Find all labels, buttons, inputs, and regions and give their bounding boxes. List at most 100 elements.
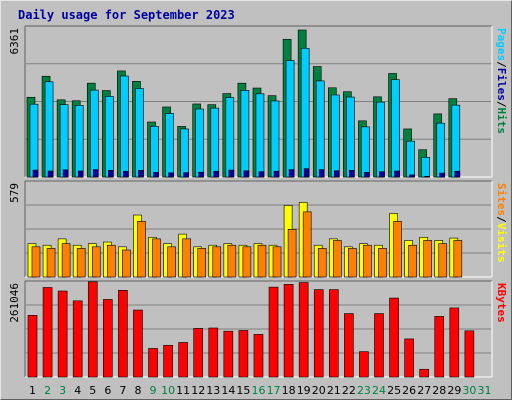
bar-files [105, 96, 114, 178]
bar-kbytes [464, 330, 475, 378]
x-tick-label: 19 [297, 384, 311, 397]
panel-middle: 579 Sites/Visits [8, 180, 508, 278]
bar-files [421, 157, 430, 178]
bar-sites [212, 246, 222, 278]
bar-files [120, 75, 129, 178]
bar-pages [77, 170, 84, 178]
x-tick-label: 22 [342, 384, 356, 397]
side-legend-separator: / [495, 216, 508, 223]
bar-files [29, 103, 39, 178]
bar-kbytes [344, 313, 354, 378]
bar-kbytes [148, 348, 158, 378]
x-tick-label: 17 [267, 384, 281, 397]
bar-sites [227, 244, 237, 278]
bar-sites [61, 243, 71, 278]
bar-sites [46, 248, 56, 278]
bar-kbytes [87, 281, 98, 378]
x-tick-label: 16 [252, 384, 266, 397]
bar-pages [318, 169, 325, 178]
x-tick-label: 6 [104, 384, 111, 397]
bar-kbytes [404, 338, 414, 378]
x-tick-label: 4 [74, 384, 81, 397]
bar-pages [183, 172, 189, 178]
bar-sites [31, 246, 41, 278]
bar-files [300, 47, 310, 178]
bar-pages [138, 169, 144, 178]
x-tick-label: 10 [161, 384, 175, 397]
bar-sites [91, 246, 101, 278]
bar-files [391, 79, 400, 178]
y-max-label: 6361 [8, 28, 21, 55]
bar-pages [379, 171, 385, 178]
bar-sites [348, 248, 357, 278]
bar-files [285, 60, 295, 178]
bar-files [270, 100, 280, 178]
side-legend-visits: Visits [495, 223, 508, 263]
bar-kbytes [298, 282, 309, 378]
side-legend-kbytes: KBytes [495, 283, 508, 323]
bar-files [315, 80, 325, 178]
bar-files [44, 81, 54, 178]
bar-pages [153, 172, 159, 178]
bar-sites [408, 244, 417, 278]
bar-sites [152, 238, 161, 278]
bar-files [135, 88, 144, 178]
bar-files [210, 107, 220, 178]
bar-sites [197, 248, 207, 278]
y-max-label: 261046 [8, 283, 21, 323]
bar-kbytes [389, 297, 399, 378]
bar-pages [168, 172, 174, 178]
x-tick-label: 2 [44, 384, 51, 397]
bar-pages [213, 170, 220, 178]
bars-top [26, 29, 461, 178]
bar-pages [273, 170, 280, 178]
bar-kbytes [72, 300, 83, 378]
bar-sites [76, 248, 86, 278]
bar-pages [333, 170, 340, 178]
bar-files [361, 126, 370, 178]
bar-pages [32, 169, 39, 178]
bar-files [225, 97, 235, 178]
bar-sites [242, 246, 252, 278]
bar-sites [363, 244, 372, 278]
bar-sites [287, 229, 297, 278]
bar-kbytes [434, 316, 445, 378]
x-tick-label: 9 [150, 384, 157, 397]
x-tick-label: 5 [89, 384, 96, 397]
bar-pages [228, 169, 235, 178]
bar-files [165, 113, 174, 178]
bar-sites [257, 244, 267, 278]
bar-files [436, 122, 446, 178]
bar-pages [454, 170, 461, 178]
x-tick-label: 18 [282, 384, 296, 397]
bar-kbytes [118, 290, 128, 378]
x-tick-label: 11 [176, 384, 190, 397]
bar-files [74, 105, 84, 178]
bar-sites [182, 238, 191, 278]
bar-pages [288, 169, 295, 178]
bar-pages [364, 172, 370, 178]
bar-kbytes [42, 287, 53, 378]
bar-sites [107, 244, 116, 278]
x-tick-label: 27 [417, 384, 431, 397]
bar-pages [243, 170, 250, 178]
bar-kbytes [133, 309, 143, 378]
side-legend: Sites/Visits [495, 183, 508, 263]
x-tick-label: 13 [206, 384, 220, 397]
x-tick-label: 23 [357, 384, 371, 397]
bar-sites [378, 248, 387, 278]
bar-pages [123, 170, 129, 178]
bar-files [59, 104, 69, 178]
y-max-label: 579 [8, 183, 21, 203]
bar-kbytes [374, 313, 384, 378]
bar-kbytes [359, 351, 369, 378]
x-tick-label: 26 [402, 384, 416, 397]
bars-bottom [27, 281, 475, 378]
bar-pages [439, 172, 446, 178]
bar-sites [438, 243, 448, 278]
bar-sites [453, 240, 463, 278]
bar-pages [92, 169, 99, 178]
x-tick-label: 21 [327, 384, 341, 397]
